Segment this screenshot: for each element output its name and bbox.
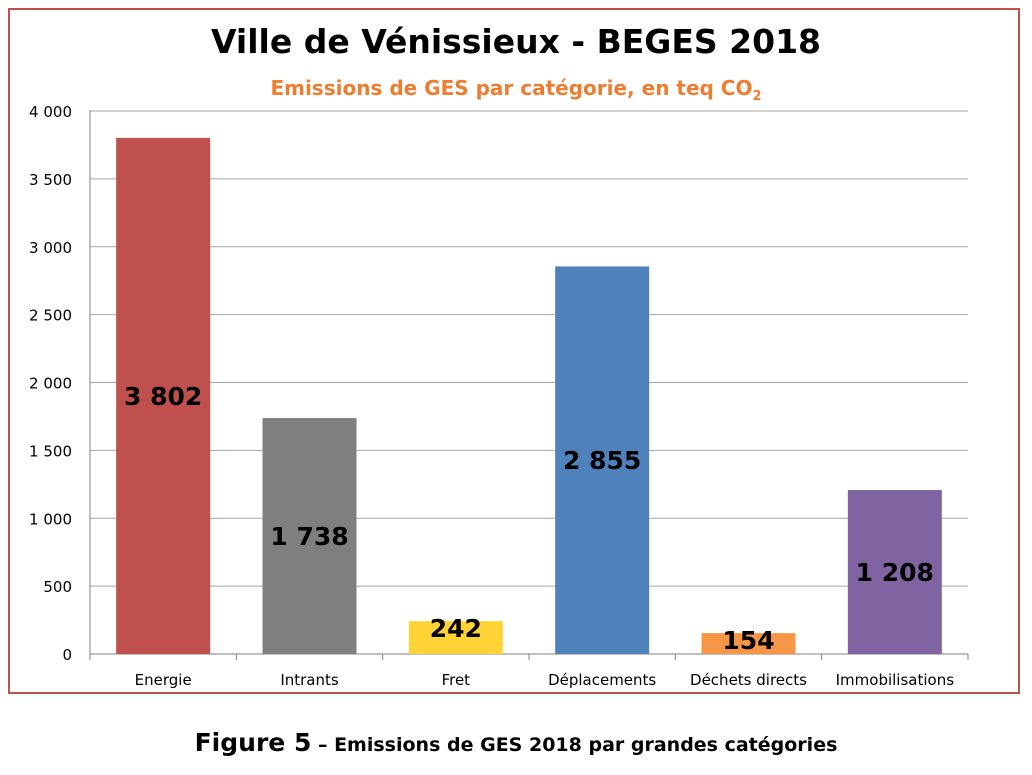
chart-frame: 0 500 1 000 1 500 2 000 2 500 3 000 3 500 4 000 3…: [8, 8, 1020, 694]
x-category-label: Energie: [135, 671, 192, 689]
chart-title: Ville de Vénissieux - BEGES 2018: [210, 22, 822, 61]
data-label: 3 802: [124, 382, 202, 411]
x-category-label: Fret: [442, 671, 471, 689]
y-tick-label: 3 500: [29, 171, 72, 189]
data-label: 1 208: [856, 558, 934, 587]
data-label: 2 855: [563, 446, 641, 475]
data-label: 1 738: [270, 522, 348, 551]
bar: [701, 633, 796, 654]
y-tick-label: 3 000: [29, 239, 72, 257]
chart-subtitle-text: Emissions de GES par catégorie, en teq C…: [270, 76, 753, 100]
y-tick-label: 1 500: [29, 442, 72, 460]
bar: [555, 266, 650, 654]
y-tick-label: 0: [62, 646, 72, 664]
bar: [116, 137, 211, 654]
x-category-label: Immobilisations: [836, 671, 955, 689]
figure-caption-text: – Emissions de GES 2018 par grandes caté…: [311, 734, 838, 756]
bar-chart: 0 500 1 000 1 500 2 000 2 500 3 000 3 500 4 000 3…: [29, 103, 969, 689]
figure-caption: Figure 5 – Emissions de GES 2018 par gra…: [0, 728, 1032, 757]
bar: [262, 418, 357, 654]
bar: [408, 621, 503, 654]
chart-subtitle-subscript: 2: [752, 89, 762, 104]
x-category-label: Déplacements: [548, 671, 656, 689]
x-category-label: Déchets directs: [690, 671, 807, 689]
bar: [847, 490, 942, 654]
y-tick-label: 500: [43, 578, 72, 596]
data-label: 242: [430, 614, 482, 643]
x-category-label: Intrants: [280, 671, 339, 689]
y-tick-label: 1 000: [29, 510, 72, 528]
y-tick-label: 2 500: [29, 307, 72, 325]
data-label: 154: [722, 626, 774, 655]
y-tick-label: 2 000: [29, 375, 72, 393]
y-tick-label: 4 000: [29, 103, 72, 121]
figure-caption-label: Figure 5: [194, 728, 312, 757]
chart-subtitle: Emissions de GES par catégorie, en teq C…: [10, 76, 1022, 104]
